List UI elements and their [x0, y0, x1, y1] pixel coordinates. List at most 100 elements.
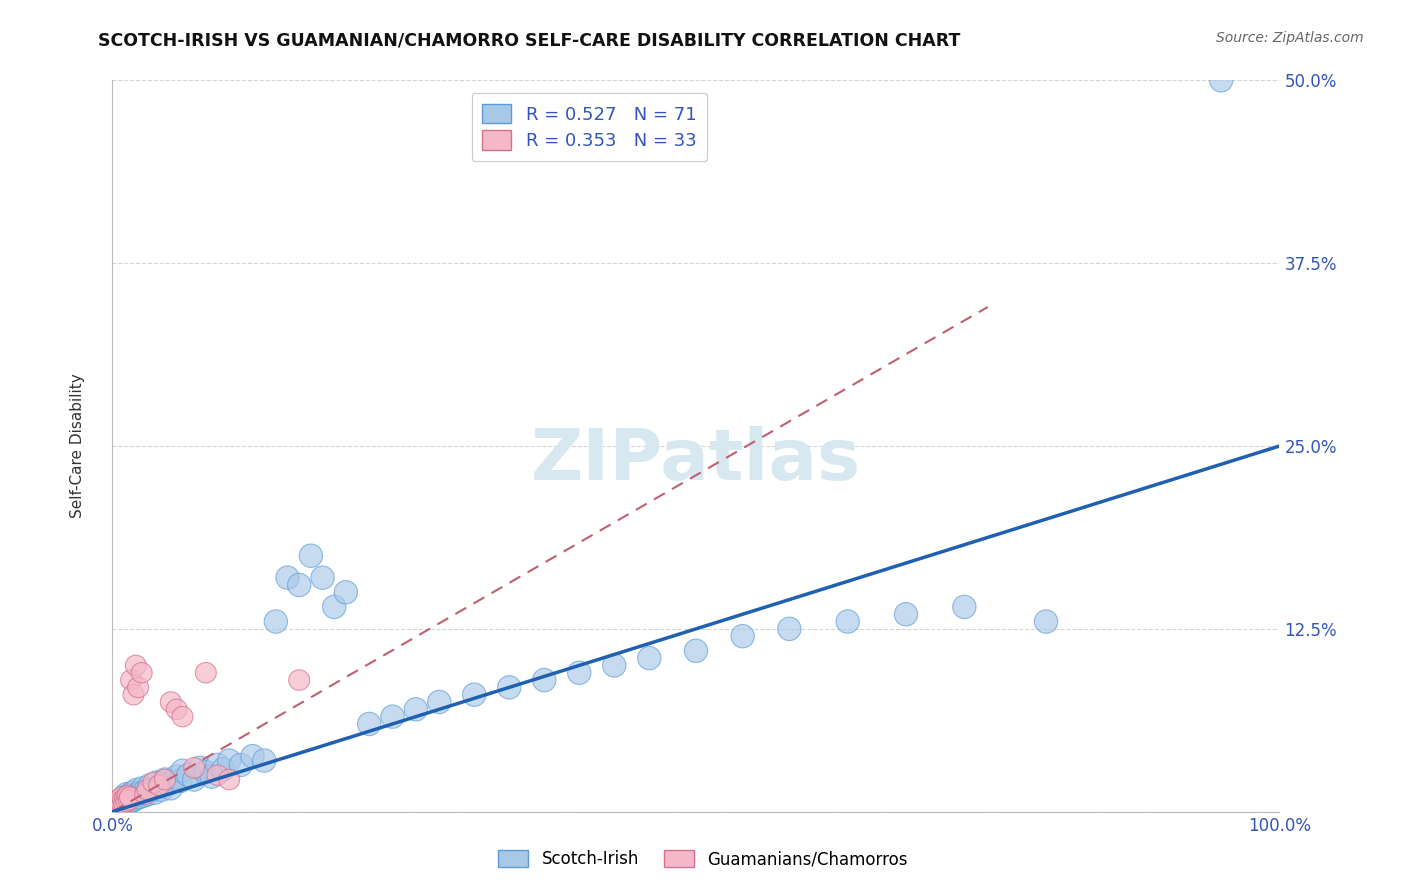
- Ellipse shape: [136, 780, 157, 800]
- Ellipse shape: [953, 595, 976, 619]
- Ellipse shape: [122, 789, 145, 812]
- Ellipse shape: [121, 670, 142, 690]
- Ellipse shape: [145, 771, 169, 794]
- Ellipse shape: [731, 624, 755, 648]
- Ellipse shape: [131, 777, 155, 800]
- Ellipse shape: [188, 756, 212, 780]
- Ellipse shape: [110, 794, 129, 814]
- Ellipse shape: [143, 781, 166, 805]
- Ellipse shape: [638, 647, 661, 670]
- Ellipse shape: [105, 794, 127, 814]
- Ellipse shape: [194, 761, 218, 784]
- Ellipse shape: [276, 566, 299, 590]
- Ellipse shape: [335, 581, 357, 604]
- Ellipse shape: [172, 759, 194, 782]
- Ellipse shape: [125, 656, 146, 675]
- Ellipse shape: [108, 796, 129, 816]
- Ellipse shape: [177, 764, 200, 787]
- Ellipse shape: [172, 706, 193, 727]
- Ellipse shape: [115, 789, 136, 809]
- Ellipse shape: [129, 781, 153, 805]
- Text: SCOTCH-IRISH VS GUAMANIAN/CHAMORRO SELF-CARE DISABILITY CORRELATION CHART: SCOTCH-IRISH VS GUAMANIAN/CHAMORRO SELF-…: [98, 31, 960, 49]
- Ellipse shape: [264, 610, 288, 633]
- Ellipse shape: [322, 595, 346, 619]
- Ellipse shape: [778, 617, 801, 640]
- Ellipse shape: [115, 791, 136, 812]
- Ellipse shape: [159, 777, 183, 800]
- Ellipse shape: [603, 654, 626, 677]
- Text: ZIPatlas: ZIPatlas: [531, 426, 860, 495]
- Ellipse shape: [114, 793, 135, 814]
- Ellipse shape: [141, 778, 165, 802]
- Ellipse shape: [149, 775, 170, 796]
- Text: Self-Care Disability: Self-Care Disability: [70, 374, 84, 518]
- Ellipse shape: [114, 789, 136, 812]
- Ellipse shape: [107, 793, 128, 814]
- Ellipse shape: [894, 602, 918, 626]
- Ellipse shape: [155, 769, 176, 789]
- Ellipse shape: [132, 784, 156, 807]
- Ellipse shape: [153, 768, 177, 791]
- Ellipse shape: [533, 668, 555, 692]
- Ellipse shape: [200, 765, 224, 789]
- Ellipse shape: [112, 785, 136, 809]
- Ellipse shape: [111, 793, 132, 814]
- Ellipse shape: [240, 745, 264, 768]
- Ellipse shape: [207, 765, 228, 785]
- Ellipse shape: [135, 784, 156, 805]
- Text: Source: ZipAtlas.com: Source: ZipAtlas.com: [1216, 31, 1364, 45]
- Ellipse shape: [115, 782, 138, 805]
- Legend: Scotch-Irish, Guamanians/Chamorros: Scotch-Irish, Guamanians/Chamorros: [492, 843, 914, 875]
- Ellipse shape: [166, 699, 187, 720]
- Ellipse shape: [136, 782, 159, 805]
- Legend: R = 0.527   N = 71, R = 0.353   N = 33: R = 0.527 N = 71, R = 0.353 N = 33: [471, 93, 707, 161]
- Ellipse shape: [381, 705, 405, 729]
- Ellipse shape: [150, 778, 173, 802]
- Ellipse shape: [253, 748, 276, 772]
- Ellipse shape: [112, 789, 134, 810]
- Ellipse shape: [195, 663, 217, 683]
- Ellipse shape: [107, 793, 129, 816]
- Ellipse shape: [357, 712, 381, 736]
- Ellipse shape: [299, 544, 322, 567]
- Ellipse shape: [110, 789, 132, 812]
- Ellipse shape: [111, 789, 135, 814]
- Ellipse shape: [120, 787, 141, 807]
- Ellipse shape: [837, 610, 859, 633]
- Ellipse shape: [219, 769, 239, 789]
- Ellipse shape: [165, 765, 188, 789]
- Ellipse shape: [287, 574, 311, 597]
- Ellipse shape: [148, 775, 172, 798]
- Ellipse shape: [405, 698, 427, 721]
- Ellipse shape: [1209, 69, 1233, 92]
- Ellipse shape: [128, 785, 150, 809]
- Ellipse shape: [117, 784, 141, 807]
- Ellipse shape: [157, 772, 180, 796]
- Ellipse shape: [212, 757, 235, 781]
- Ellipse shape: [122, 684, 143, 705]
- Ellipse shape: [288, 670, 309, 690]
- Ellipse shape: [134, 780, 157, 803]
- Ellipse shape: [122, 784, 146, 807]
- Ellipse shape: [138, 773, 162, 797]
- Ellipse shape: [183, 768, 205, 791]
- Ellipse shape: [229, 753, 253, 777]
- Ellipse shape: [117, 785, 138, 805]
- Ellipse shape: [121, 781, 143, 805]
- Ellipse shape: [205, 753, 229, 777]
- Ellipse shape: [184, 757, 205, 778]
- Ellipse shape: [568, 661, 591, 684]
- Ellipse shape: [120, 785, 143, 809]
- Ellipse shape: [160, 692, 181, 712]
- Ellipse shape: [108, 789, 129, 810]
- Ellipse shape: [127, 782, 150, 805]
- Ellipse shape: [498, 675, 520, 699]
- Ellipse shape: [110, 791, 131, 812]
- Ellipse shape: [169, 769, 191, 793]
- Ellipse shape: [111, 787, 132, 807]
- Ellipse shape: [118, 789, 142, 814]
- Ellipse shape: [118, 789, 139, 810]
- Ellipse shape: [125, 778, 149, 802]
- Ellipse shape: [110, 791, 134, 814]
- Ellipse shape: [143, 772, 165, 793]
